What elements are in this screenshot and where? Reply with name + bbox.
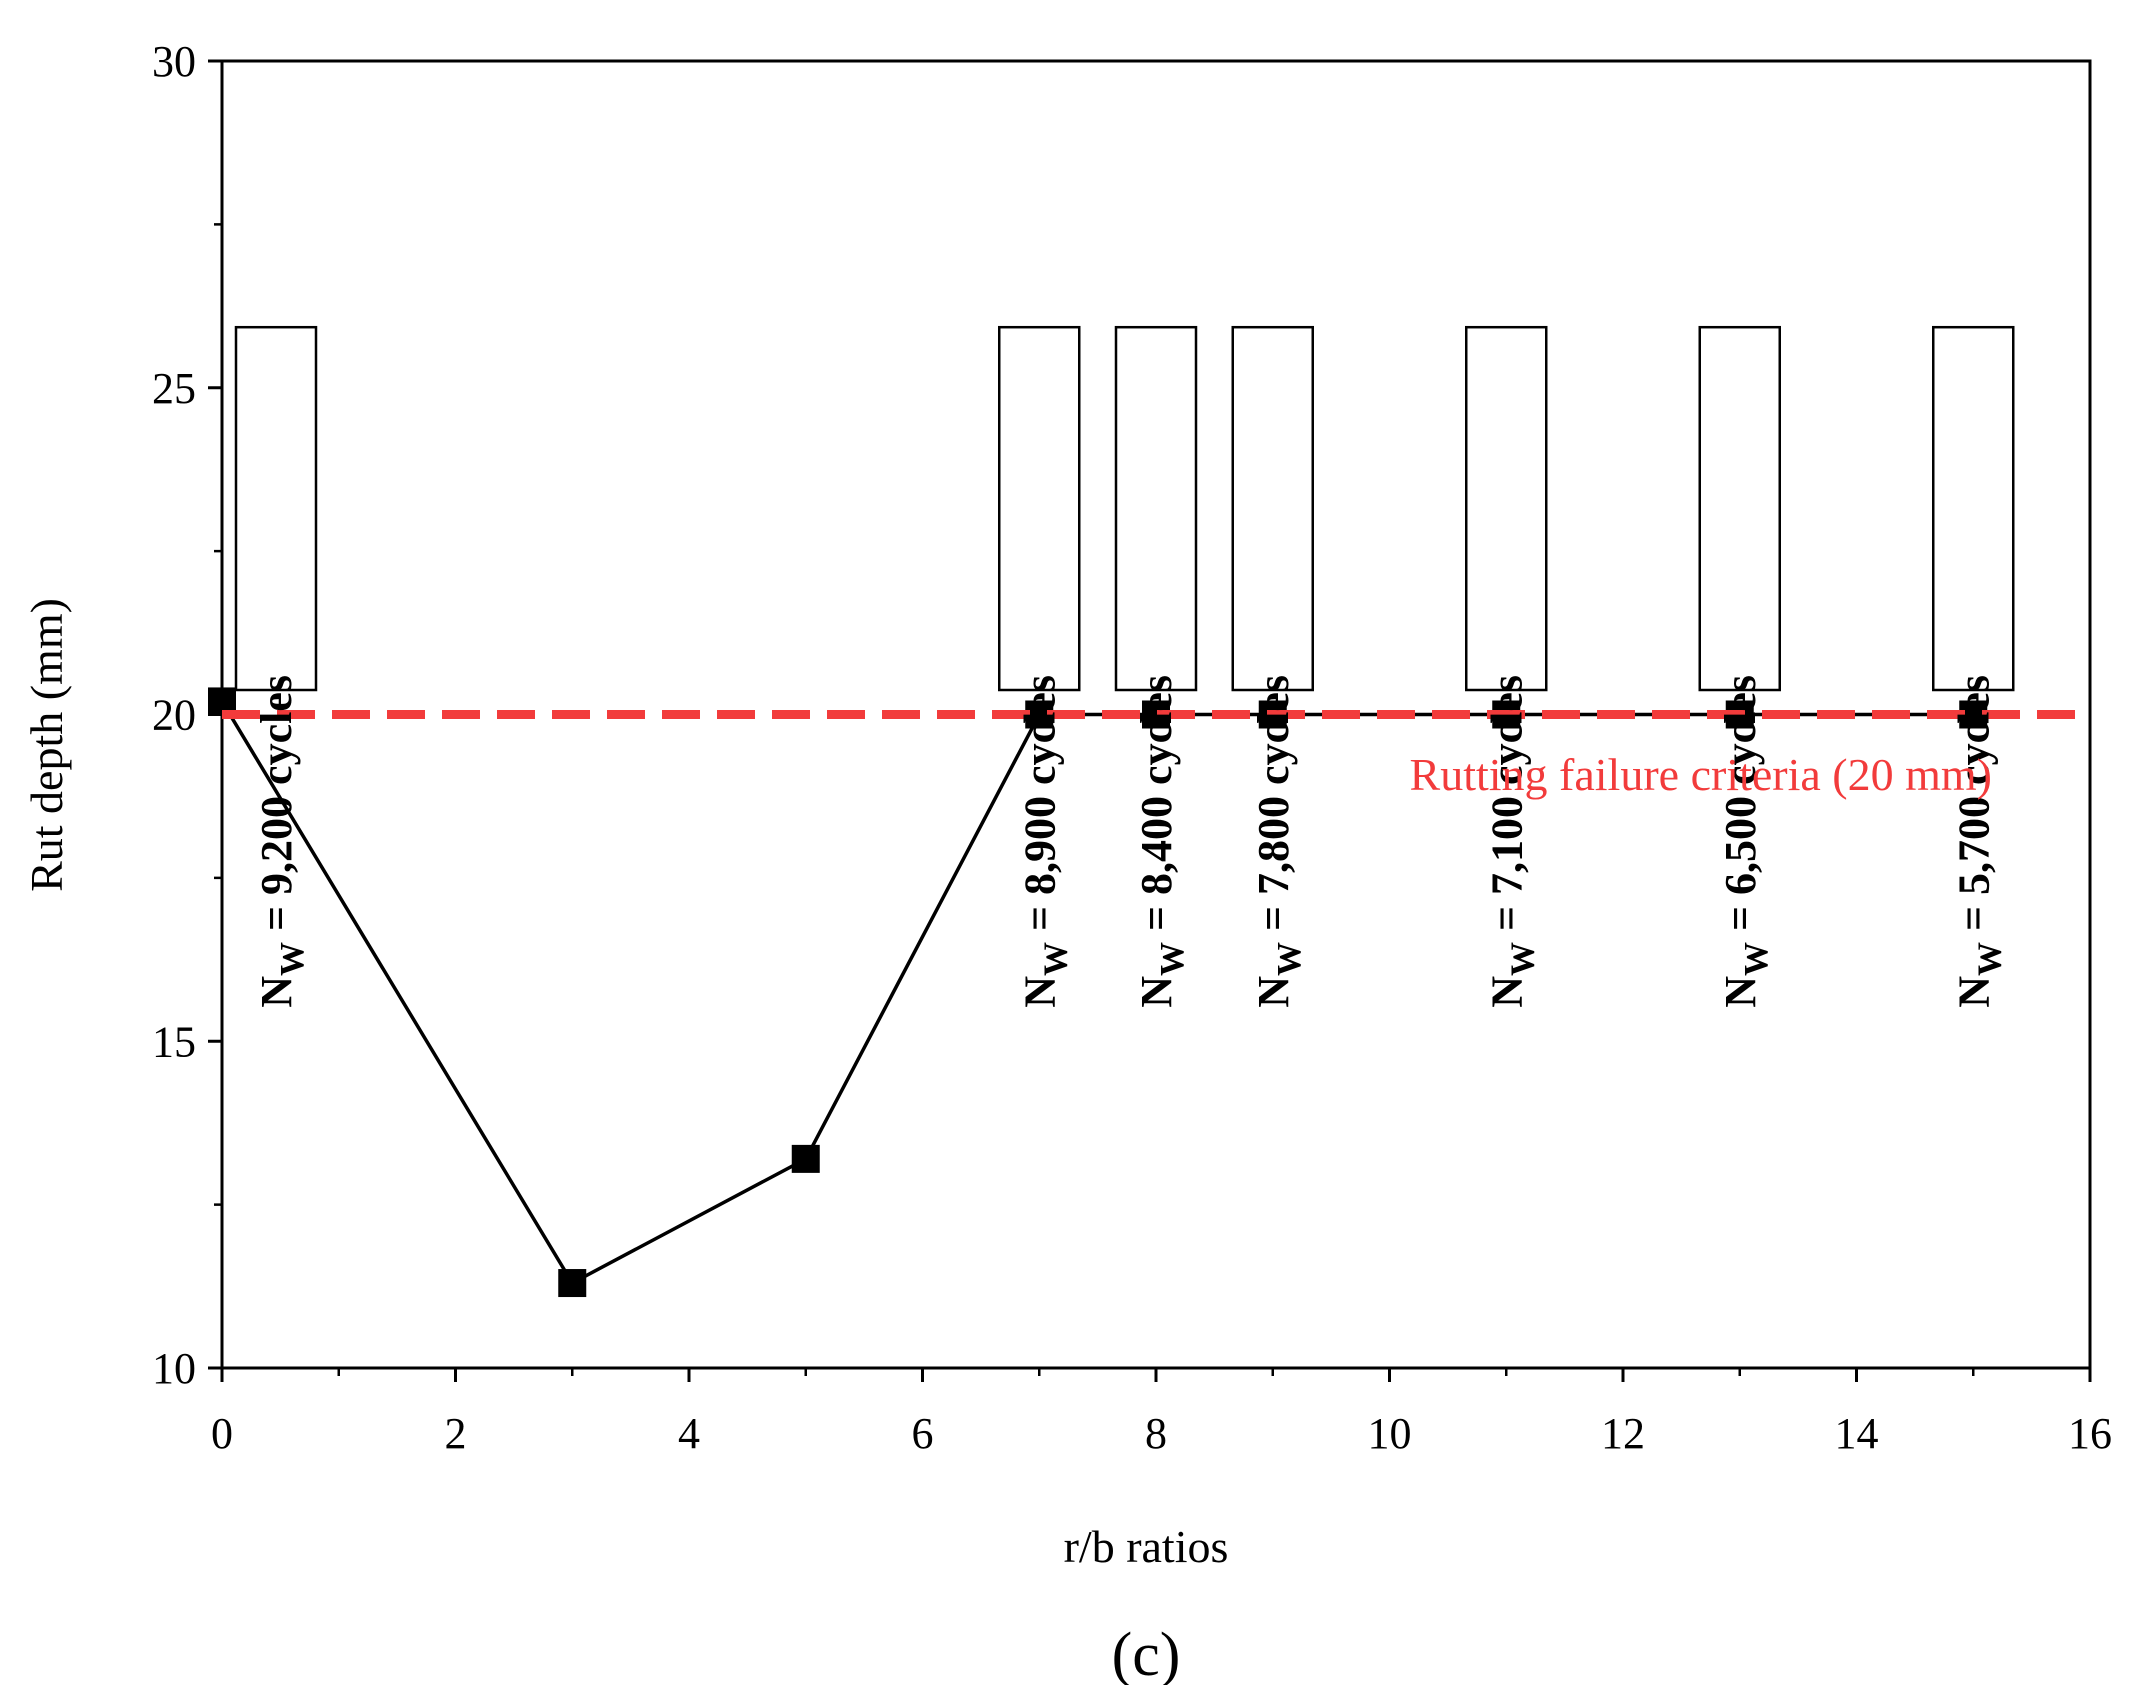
y-tick-label: 15 bbox=[152, 1017, 196, 1066]
data-point bbox=[558, 1269, 587, 1298]
y-tick-label: 25 bbox=[152, 364, 196, 413]
reference-line-label: Rutting failure criteria (20 mm) bbox=[1410, 749, 1992, 800]
cycles-annotation: NW = 8,400 cycles bbox=[1114, 325, 1198, 1008]
data-point bbox=[791, 1144, 820, 1173]
annotation-box bbox=[1698, 325, 1781, 692]
annotation-text: NW = 9,200 cycles bbox=[252, 675, 311, 1008]
annotation-text: NW = 8,400 cycles bbox=[1132, 675, 1191, 1008]
annotation-text: NW = 5,700 cycles bbox=[1949, 675, 2008, 1008]
panel-label: (c) bbox=[1112, 1621, 1181, 1685]
x-tick-label: 6 bbox=[912, 1409, 934, 1458]
x-tick-label: 0 bbox=[211, 1409, 233, 1458]
annotation-box bbox=[234, 325, 318, 692]
x-tick-label: 4 bbox=[678, 1409, 700, 1458]
y-tick-label: 10 bbox=[152, 1344, 196, 1393]
y-axis-title: Rut depth (mm) bbox=[21, 598, 72, 892]
annotation-text: NW = 7,800 cycles bbox=[1249, 675, 1308, 1008]
annotation-text: NW = 8,900 cycles bbox=[1015, 675, 1074, 1008]
x-tick-label: 12 bbox=[1601, 1409, 1645, 1458]
x-axis-title: r/b ratios bbox=[1064, 1521, 1229, 1572]
annotation-box bbox=[1231, 325, 1314, 692]
x-tick-label: 14 bbox=[1835, 1409, 1879, 1458]
cycles-annotation: NW = 5,700 cycles bbox=[1932, 325, 2015, 1008]
x-tick-label: 2 bbox=[445, 1409, 467, 1458]
annotation-box bbox=[1465, 325, 1548, 692]
annotation-box bbox=[998, 325, 1081, 692]
x-tick-label: 16 bbox=[2068, 1409, 2112, 1458]
cycles-annotation: NW = 6,500 cycles bbox=[1698, 325, 1781, 1008]
cycles-annotation: NW = 9,200 cycles bbox=[234, 325, 318, 1008]
y-tick-label: 20 bbox=[152, 691, 196, 740]
x-tick-label: 10 bbox=[1368, 1409, 1412, 1458]
cycles-annotation: NW = 8,900 cycles bbox=[998, 325, 1081, 1008]
cycles-annotation: NW = 7,800 cycles bbox=[1231, 325, 1314, 1008]
annotation-box bbox=[1114, 325, 1198, 692]
y-tick-label: 30 bbox=[152, 37, 196, 86]
annotation-text: NW = 7,100 cycles bbox=[1482, 675, 1541, 1008]
annotation-text: NW = 6,500 cycles bbox=[1716, 675, 1775, 1008]
x-tick-label: 8 bbox=[1145, 1409, 1167, 1458]
annotation-box bbox=[1932, 325, 2015, 692]
cycles-annotation: NW = 7,100 cycles bbox=[1465, 325, 1548, 1008]
